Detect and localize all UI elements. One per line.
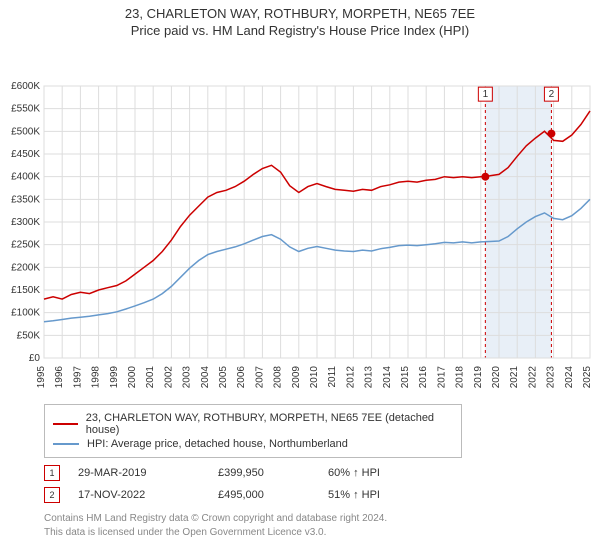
footer-attribution: Contains HM Land Registry data © Crown c… bbox=[44, 512, 564, 539]
svg-text:2: 2 bbox=[549, 89, 555, 100]
svg-text:2005: 2005 bbox=[218, 366, 229, 389]
svg-text:£150K: £150K bbox=[11, 285, 40, 296]
svg-text:2021: 2021 bbox=[509, 366, 520, 389]
svg-text:2019: 2019 bbox=[473, 366, 484, 389]
sale-delta: 60% ↑ HPI bbox=[328, 467, 448, 479]
svg-text:2024: 2024 bbox=[564, 366, 575, 389]
svg-text:2016: 2016 bbox=[418, 366, 429, 389]
legend-item: 23, CHARLETON WAY, ROTHBURY, MORPETH, NE… bbox=[53, 412, 453, 436]
chart-title-address: 23, CHARLETON WAY, ROTHBURY, MORPETH, NE… bbox=[0, 6, 600, 21]
svg-text:2009: 2009 bbox=[291, 366, 302, 389]
svg-text:2013: 2013 bbox=[364, 366, 375, 389]
svg-text:2015: 2015 bbox=[400, 366, 411, 389]
chart-area: £0 £50K £100K £150K £200K £250K £300K £350K £400… bbox=[0, 38, 600, 398]
price-chart-svg: £0 £50K £100K £150K £200K £250K £300K £350K £400… bbox=[0, 38, 600, 398]
svg-text:2003: 2003 bbox=[182, 366, 193, 389]
svg-text:2007: 2007 bbox=[254, 366, 265, 389]
chart-title-sub: Price paid vs. HM Land Registry's House … bbox=[0, 23, 600, 38]
svg-text:2006: 2006 bbox=[236, 366, 247, 389]
sale-date: 17-NOV-2022 bbox=[78, 489, 208, 501]
svg-text:2000: 2000 bbox=[127, 366, 138, 389]
svg-text:2018: 2018 bbox=[455, 366, 466, 389]
marker-badge-2: 2 bbox=[44, 487, 60, 503]
svg-text:2001: 2001 bbox=[145, 366, 156, 389]
svg-text:£200K: £200K bbox=[11, 262, 40, 273]
legend-swatch-blue bbox=[53, 443, 79, 445]
svg-text:2004: 2004 bbox=[200, 366, 211, 389]
svg-text:1997: 1997 bbox=[72, 366, 83, 389]
svg-text:2014: 2014 bbox=[382, 366, 393, 389]
svg-text:£0: £0 bbox=[29, 353, 41, 364]
svg-text:£450K: £450K bbox=[11, 149, 40, 160]
sale-price: £495,000 bbox=[218, 489, 318, 501]
svg-text:2023: 2023 bbox=[546, 366, 557, 389]
svg-text:1: 1 bbox=[483, 89, 489, 100]
table-row: 1 29-MAR-2019 £399,950 60% ↑ HPI bbox=[44, 462, 600, 484]
legend-label: 23, CHARLETON WAY, ROTHBURY, MORPETH, NE… bbox=[86, 412, 453, 436]
svg-text:2011: 2011 bbox=[327, 366, 338, 388]
svg-text:1999: 1999 bbox=[109, 366, 120, 389]
sale-delta: 51% ↑ HPI bbox=[328, 489, 448, 501]
svg-text:£500K: £500K bbox=[11, 126, 40, 137]
svg-text:2025: 2025 bbox=[582, 366, 593, 389]
legend-swatch-red bbox=[53, 423, 78, 425]
svg-text:£50K: £50K bbox=[17, 330, 41, 341]
svg-text:1998: 1998 bbox=[91, 366, 102, 389]
legend-item: HPI: Average price, detached house, Nort… bbox=[53, 438, 453, 450]
table-row: 2 17-NOV-2022 £495,000 51% ↑ HPI bbox=[44, 484, 600, 506]
legend-label: HPI: Average price, detached house, Nort… bbox=[87, 438, 348, 450]
svg-text:£300K: £300K bbox=[11, 217, 40, 228]
footer-line: Contains HM Land Registry data © Crown c… bbox=[44, 512, 564, 526]
sale-date: 29-MAR-2019 bbox=[78, 467, 208, 479]
legend-box: 23, CHARLETON WAY, ROTHBURY, MORPETH, NE… bbox=[44, 404, 462, 458]
footer-line: This data is licensed under the Open Gov… bbox=[44, 526, 564, 540]
svg-text:£550K: £550K bbox=[11, 104, 40, 115]
svg-text:£250K: £250K bbox=[11, 240, 40, 251]
svg-text:£400K: £400K bbox=[11, 172, 40, 183]
marker-badge-1: 1 bbox=[44, 465, 60, 481]
sales-table: 1 29-MAR-2019 £399,950 60% ↑ HPI 2 17-NO… bbox=[44, 462, 600, 506]
svg-text:2002: 2002 bbox=[163, 366, 174, 389]
svg-text:1996: 1996 bbox=[54, 366, 65, 389]
svg-text:2022: 2022 bbox=[527, 366, 538, 389]
svg-text:1995: 1995 bbox=[36, 366, 47, 389]
svg-text:2008: 2008 bbox=[273, 366, 284, 389]
svg-text:2012: 2012 bbox=[345, 366, 356, 389]
svg-text:£600K: £600K bbox=[11, 81, 40, 92]
sale-price: £399,950 bbox=[218, 467, 318, 479]
svg-text:£350K: £350K bbox=[11, 194, 40, 205]
svg-text:2017: 2017 bbox=[436, 366, 447, 389]
svg-text:2020: 2020 bbox=[491, 366, 502, 389]
svg-text:2010: 2010 bbox=[309, 366, 320, 389]
svg-text:£100K: £100K bbox=[11, 308, 40, 319]
